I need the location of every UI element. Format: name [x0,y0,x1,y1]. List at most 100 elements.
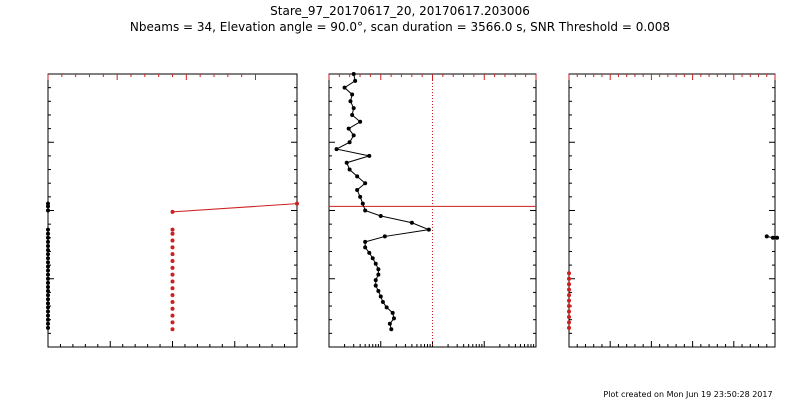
data-point [350,112,355,117]
data-point [373,278,378,283]
data-point [389,327,394,332]
data-point [363,181,368,186]
data-point [378,213,383,218]
data-point [353,78,358,83]
data-point [351,72,356,76]
data-point [170,238,175,243]
data-point [376,272,381,277]
data-point [46,280,50,285]
data-point [376,289,381,294]
data-point [170,320,175,325]
data-point [170,313,175,318]
data-point [46,235,50,240]
data-point [170,231,175,236]
data-point [360,201,365,206]
chart-title: Stare_97_20170617_20, 20170617.203006 [270,4,530,18]
data-point [378,294,383,299]
data-point [567,287,571,292]
data-point [367,250,372,255]
data-point [355,188,360,193]
data-point [170,252,175,257]
data-point [170,245,175,250]
data-point [170,209,175,214]
data-point [567,304,571,309]
data-point [567,309,571,314]
data-point [426,227,431,232]
data-point [567,276,571,281]
data-point [46,268,50,273]
plot-frame [328,73,537,348]
data-point [170,327,175,332]
data-point [46,231,50,236]
data-point [346,126,351,131]
data-point [351,133,356,138]
data-point [567,325,571,330]
data-point [390,310,395,315]
data-point [46,284,50,289]
data-point [358,119,363,124]
data-point [46,325,50,330]
data-point [170,286,175,291]
data-point [170,306,175,311]
data-point [367,153,372,158]
data-point [347,140,352,145]
data-point [46,276,50,281]
data-point [363,245,368,250]
data-point [567,298,571,303]
data-point [380,299,385,304]
data-point [567,282,571,287]
data-point [409,220,414,225]
data-point [363,208,368,213]
data-point [387,321,392,326]
data-point [46,201,50,206]
data-point [170,265,175,270]
data-point [567,293,571,298]
data-point [170,272,175,277]
data-point [46,317,50,322]
data-point [295,201,299,206]
data-point [46,239,50,244]
data-point [567,320,571,325]
data-point [46,289,50,294]
data-point [46,260,50,265]
data-point [46,264,50,269]
data-point [170,227,175,232]
data-point [46,208,50,213]
data-point [567,314,571,319]
data-point [355,174,360,179]
data-point [170,299,175,304]
data-point [382,234,387,239]
data-point [46,293,50,298]
data-point [775,235,780,240]
data-point [46,252,50,257]
data-point [358,194,363,199]
data-point [170,259,175,264]
plot-frame [568,73,776,348]
data-point [342,85,347,90]
data-point [46,297,50,302]
data-point [46,227,50,232]
data-point [46,256,50,261]
data-point [46,301,50,306]
snr-panel [328,72,537,348]
data-point [46,248,50,253]
series-line-wind-direction [172,203,298,213]
data-point [170,293,175,298]
data-point [334,147,339,152]
data-point [764,234,769,239]
data-point [344,160,349,165]
data-point [46,321,50,326]
data-point [384,305,389,310]
data-point [351,106,356,111]
data-point [350,92,355,97]
data-point [376,267,381,272]
data-point [373,261,378,266]
residual-panel [567,73,780,348]
data-point [567,271,571,276]
data-point [46,243,50,248]
data-point [391,316,396,321]
series-line-snr [335,73,431,330]
chart-subtitle: Nbeams = 34, Elevation angle = 90.0°, sc… [130,20,670,34]
data-point [170,279,175,284]
